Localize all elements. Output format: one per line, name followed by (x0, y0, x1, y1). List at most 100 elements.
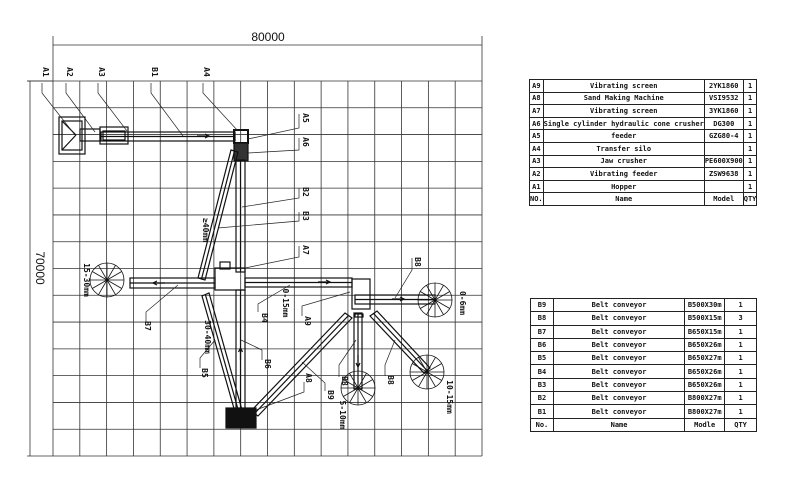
cell-model: 2YK1860 (703, 79, 744, 93)
cell-qty: 1 (724, 391, 757, 406)
table-row: A5 feeder GZG80-4 1 (529, 129, 758, 143)
cell-no: A4 (529, 141, 544, 156)
cell-name: Vibrating screen (542, 79, 705, 93)
label-b2: B2 (301, 187, 310, 197)
belt-conveyor-b4 (244, 277, 353, 288)
cell-model: Modle (684, 417, 726, 432)
cell-model: B800X27m (684, 404, 726, 419)
cell-qty: 1 (724, 324, 757, 339)
label-b1: B1 (150, 67, 159, 77)
callout-labels: A1 A2 A3 B1 A4 A5 A6 B2 B3 A7 B7 B4 A9 B… (41, 67, 467, 429)
label-b6: B6 (263, 359, 272, 369)
table-row: B2 Belt conveyor B800X27m 1 (530, 391, 757, 406)
cell-name: Name (542, 192, 705, 206)
height-dimension-label: 70000 (33, 251, 47, 285)
cell-name: Belt conveyor (552, 311, 686, 326)
arrow-b8-right (392, 296, 406, 302)
cell-name: Jaw crusher (542, 154, 705, 169)
arrow-b7 (151, 280, 165, 286)
cell-model (703, 141, 744, 156)
size-label-0-15: 0-15mm (281, 289, 290, 318)
cell-model: B650X27m (684, 351, 726, 366)
cell-no: A7 (529, 104, 544, 118)
cell-model: Model (703, 192, 744, 206)
cell-qty: QTY (724, 417, 757, 432)
size-label-ge40: ≥40mm (201, 218, 210, 242)
belt-conveyor-b2 (235, 159, 246, 273)
cell-no: B5 (530, 351, 554, 366)
cell-name: Belt conveyor (552, 324, 686, 339)
jaw-crusher-a3 (99, 126, 129, 145)
cell-no: A6 (529, 116, 544, 131)
cell-qty: 1 (724, 404, 757, 419)
cell-no: B2 (530, 391, 554, 406)
arrow-b8-down (355, 355, 361, 369)
cell-no: A1 (529, 179, 544, 194)
table-row: A3 Jaw crusher PE600X900 1 (529, 154, 758, 169)
cell-name: Belt conveyor (552, 377, 686, 393)
cell-name: Belt conveyor (552, 391, 686, 406)
cell-qty: 1 (742, 154, 758, 169)
table-row: A8 Sand Making Machine VSI9532 1 (529, 91, 758, 106)
belt-conveyor-b9 (250, 312, 353, 417)
table-row: B4 Belt conveyor B650X26m 1 (530, 364, 757, 379)
stockpile-15-30mm (89, 262, 125, 298)
cell-qty: 1 (742, 167, 758, 181)
cell-qty: 1 (724, 364, 757, 379)
label-a3: A3 (97, 67, 106, 77)
cell-no: A3 (529, 154, 544, 169)
table-row: B1 Belt conveyor B800X27m 1 (530, 404, 757, 419)
cell-name: Belt conveyor (552, 364, 686, 379)
label-a9: A9 (303, 316, 312, 326)
table-header-row: NO. Name Model QTY (529, 192, 758, 206)
cell-no: B9 (530, 297, 554, 313)
width-dimension (52, 36, 483, 81)
cell-name: feeder (542, 129, 705, 143)
cell-qty: 1 (724, 351, 757, 366)
height-dimension (27, 80, 53, 457)
vibrating-screen-a9 (351, 278, 371, 318)
cell-no: B3 (530, 377, 554, 393)
stockpile-10-15mm (409, 354, 445, 390)
conveyor-table: B9 Belt conveyor B500X30m 1 B8 Belt conveyor B… (530, 297, 757, 432)
label-a1: A1 (41, 67, 50, 77)
label-b5: B5 (200, 368, 209, 378)
label-b3: B3 (301, 211, 310, 221)
cell-qty: 1 (742, 129, 758, 143)
equipment-table: A9 Vibrating screen 2YK1860 1 A8 Sand Making … (529, 79, 758, 206)
cell-no: B4 (530, 364, 554, 379)
cell-name: Hopper (542, 179, 705, 194)
cell-qty: 1 (742, 116, 758, 131)
belt-conveyor-b7 (129, 277, 216, 289)
vibrating-feeder-a2 (79, 128, 101, 142)
cell-name: Belt conveyor (552, 297, 686, 313)
cell-no: A2 (529, 167, 544, 181)
cell-model: PE600X900 (703, 154, 744, 169)
cell-no: NO. (529, 192, 544, 206)
cell-name: Name (552, 417, 686, 432)
label-b9: B9 (326, 390, 335, 400)
table-row: A9 Vibrating screen 2YK1860 1 (529, 79, 758, 93)
table-row: A6 Single cylinder hydraulic cone crusher… (529, 116, 758, 131)
table-row: B9 Belt conveyor B500X30m 1 (530, 297, 757, 313)
label-a7: A7 (301, 245, 310, 255)
cell-no: B8 (530, 311, 554, 326)
stockpiles (89, 262, 453, 406)
stockpile-0-6mm (417, 282, 453, 318)
belt-conveyor-b8-diagonal (369, 310, 431, 374)
arrow-b4 (318, 279, 332, 285)
cell-qty: 1 (742, 91, 758, 106)
cell-qty: QTY (742, 192, 758, 206)
cell-model: 3YK1860 (703, 104, 744, 118)
cell-model (703, 179, 744, 194)
cell-no: A5 (529, 129, 544, 143)
cell-model: B650X26m (684, 377, 726, 393)
cell-model: B650X15m (684, 324, 726, 339)
table-row: A2 Vibrating feeder ZSW9638 1 (529, 167, 758, 181)
belt-conveyor-b3 (197, 149, 239, 281)
cell-no: B7 (530, 324, 554, 339)
cell-model: GZG80-4 (703, 129, 744, 143)
table-row: A4 Transfer silo 1 (529, 141, 758, 156)
size-label-30-40: 30-40mm (203, 320, 212, 354)
